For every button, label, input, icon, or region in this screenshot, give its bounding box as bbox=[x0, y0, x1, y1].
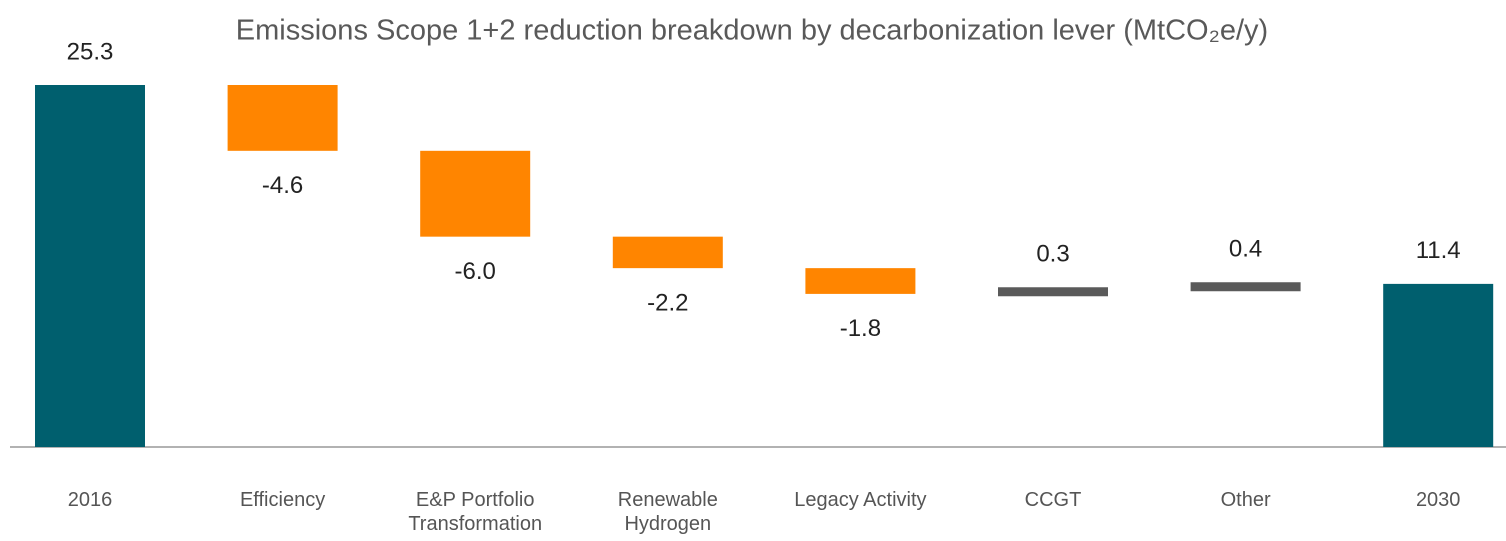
x-tick-label: Legacy Activity bbox=[794, 489, 927, 511]
value-label: -4.6 bbox=[262, 172, 303, 199]
x-tick-label: 2030 bbox=[1415, 489, 1461, 511]
x-tick-label: Efficiency bbox=[239, 489, 326, 511]
x-tick-label: Renewable Hydrogen bbox=[617, 489, 718, 535]
value-label: -6.0 bbox=[455, 258, 496, 285]
bar bbox=[998, 287, 1108, 297]
value-label: -2.2 bbox=[647, 289, 688, 316]
value-label: 0.3 bbox=[1036, 241, 1069, 268]
x-tick-label: CCGT bbox=[1024, 489, 1082, 511]
bar bbox=[612, 236, 723, 269]
bar bbox=[420, 150, 531, 237]
bar bbox=[227, 85, 338, 151]
x-tick-label: Other bbox=[1220, 489, 1271, 511]
bar bbox=[805, 268, 916, 294]
bar bbox=[35, 85, 145, 447]
value-label: 0.4 bbox=[1229, 236, 1262, 263]
value-label: -1.8 bbox=[840, 315, 881, 342]
value-label: 25.3 bbox=[67, 38, 114, 65]
bar bbox=[1383, 283, 1494, 447]
chart-title: Emissions Scope 1+2 reduction breakdown … bbox=[236, 15, 1268, 47]
bar bbox=[1190, 282, 1301, 292]
x-tick-label: 2016 bbox=[67, 489, 113, 511]
value-label: 11.4 bbox=[1416, 237, 1461, 264]
x-tick-label: E&P Portfolio Transformation bbox=[408, 489, 543, 535]
